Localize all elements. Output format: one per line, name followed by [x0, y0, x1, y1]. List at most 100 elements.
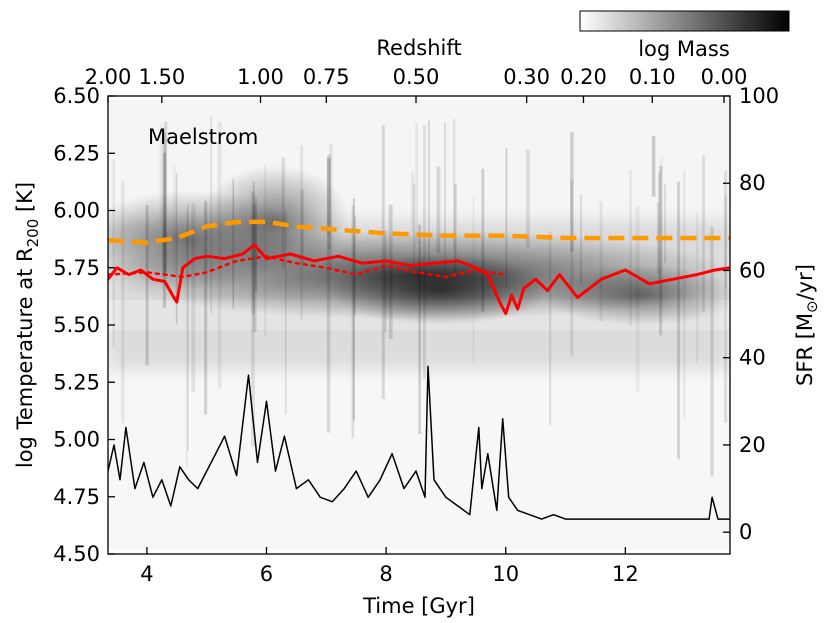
heatmap-streak [724, 170, 728, 423]
x-top-tick-label: 0.00 [701, 65, 748, 89]
y-left-tick-label: 4.75 [53, 485, 100, 509]
heatmap-streak [145, 204, 149, 366]
y-left-tick-label: 6.25 [53, 141, 100, 165]
heatmap-streak [580, 194, 583, 285]
series-layer [108, 219, 730, 520]
heatmap-streak [173, 164, 176, 274]
x-top-tick-label: 0.50 [393, 65, 440, 89]
heatmap-streak [413, 183, 416, 269]
heatmap-streak [696, 212, 699, 363]
heatmap-streak [121, 180, 125, 424]
heatmap-streak [204, 200, 208, 415]
heatmap-streak [418, 224, 421, 434]
heatmap-streak [635, 206, 640, 392]
heatmap-streak [164, 121, 168, 273]
heatmap-streak [162, 152, 167, 308]
y-left-tick-label: 4.50 [53, 542, 100, 566]
y-left-tick-label: 5.00 [53, 428, 100, 452]
y-left-tick-label: 6.50 [53, 84, 100, 108]
heatmap-streak [422, 125, 426, 379]
heatmap-streak [436, 166, 441, 254]
x-axis-top: 2.00 1.50 1.00 0.75 0.50 0.30 0.20 0.10 0.00 [85, 65, 748, 103]
heatmap-streak [210, 116, 213, 314]
y-right-tick-label: 80 [739, 171, 766, 195]
heatmap-streak [112, 159, 115, 349]
heatmap-streak [411, 171, 415, 232]
x-top-tick-label: 0.75 [303, 65, 350, 89]
x-tick-label: 10 [492, 562, 519, 586]
heatmap-streak [326, 158, 331, 236]
y-right-tick-label: 40 [739, 346, 766, 370]
heatmap-streak [327, 154, 332, 250]
heatmap-band-right [540, 265, 730, 325]
y-left-title-sub: 200 [24, 219, 42, 248]
y-left-tick-label: 5.25 [53, 370, 100, 394]
heatmap-streak [329, 143, 333, 269]
x-top-tick-label: 2.00 [85, 65, 132, 89]
heatmap-streak [710, 227, 714, 477]
heatmap-streak [629, 170, 632, 327]
heatmap-streak [351, 206, 355, 439]
heatmap-streak [651, 136, 656, 197]
heatmap-band-peak [200, 165, 350, 275]
heatmap-streak [353, 215, 357, 315]
y-left-tick-label: 5.75 [53, 256, 100, 280]
heatmap-streak [232, 179, 235, 309]
y-axis-right-title: SFR [M⊙/yr] [793, 264, 821, 386]
y-right-tick-label: 100 [739, 84, 779, 108]
x-tick-label: 12 [612, 562, 639, 586]
y-left-title-main: log Temperature at R [13, 247, 37, 468]
heatmap-streak [570, 179, 574, 356]
x-top-tick-label: 0.20 [560, 65, 607, 89]
heatmap-streak [525, 149, 530, 248]
heatmap-streak [352, 198, 355, 421]
series-line-3 [108, 365, 730, 520]
heatmap-streak [175, 173, 178, 325]
heatmap-streak [281, 157, 285, 269]
heatmap-streak [660, 157, 663, 272]
y-right-tick-label: 20 [739, 433, 766, 457]
heatmap-streak [599, 200, 603, 322]
heatmap-streak [263, 164, 267, 337]
x-top-tick-label: 0.10 [629, 65, 676, 89]
heatmap-streak [444, 122, 446, 285]
heatmap-streak [664, 184, 667, 263]
heatmap-streak [384, 230, 387, 333]
heatmap-streak [427, 120, 430, 266]
x-axis-title: Time [Gyr] [362, 594, 475, 618]
heatmap-streak [657, 172, 661, 285]
heatmap-streak [724, 195, 728, 289]
heatmap-streaks [112, 116, 728, 477]
colorbar-ramp [579, 10, 790, 32]
series-line-1 [108, 243, 730, 316]
heatmap-streak [187, 203, 189, 451]
y-right-title-suffix: /yr] [793, 264, 817, 300]
heatmap-streak [162, 132, 166, 277]
colorbar: log Mass [579, 10, 790, 61]
y-right-title-main: SFR [M [793, 313, 817, 386]
heatmap [108, 100, 730, 477]
heatmap-streak [659, 165, 663, 336]
x-tick-label: 6 [260, 562, 273, 586]
colorbar-label: log Mass [638, 37, 730, 61]
series-line-2 [108, 255, 507, 279]
heatmap-streak [548, 231, 552, 426]
x-top-tick-label: 1.00 [237, 65, 284, 89]
heatmap-streak [217, 122, 222, 389]
x-axis-top-title: Redshift [376, 36, 461, 60]
heatmap-streak [251, 191, 255, 447]
heatmap-streak [191, 202, 196, 393]
heatmap-streak [388, 204, 393, 339]
y-right-tick-label: 0 [739, 520, 752, 544]
y-left-tick-label: 5.50 [53, 313, 100, 337]
y-left-tick-label: 6.00 [53, 199, 100, 223]
heatmap-streak [472, 195, 475, 364]
y-left-title-suffix: [K] [13, 182, 37, 219]
heatmap-streak [452, 118, 456, 251]
heatmap-streak [300, 145, 304, 320]
series-line-0 [108, 219, 730, 245]
y-right-tick-label: 60 [739, 258, 766, 282]
heatmap-streak [252, 204, 257, 332]
heatmap-streak [326, 157, 331, 433]
x-tick-label: 8 [379, 562, 392, 586]
